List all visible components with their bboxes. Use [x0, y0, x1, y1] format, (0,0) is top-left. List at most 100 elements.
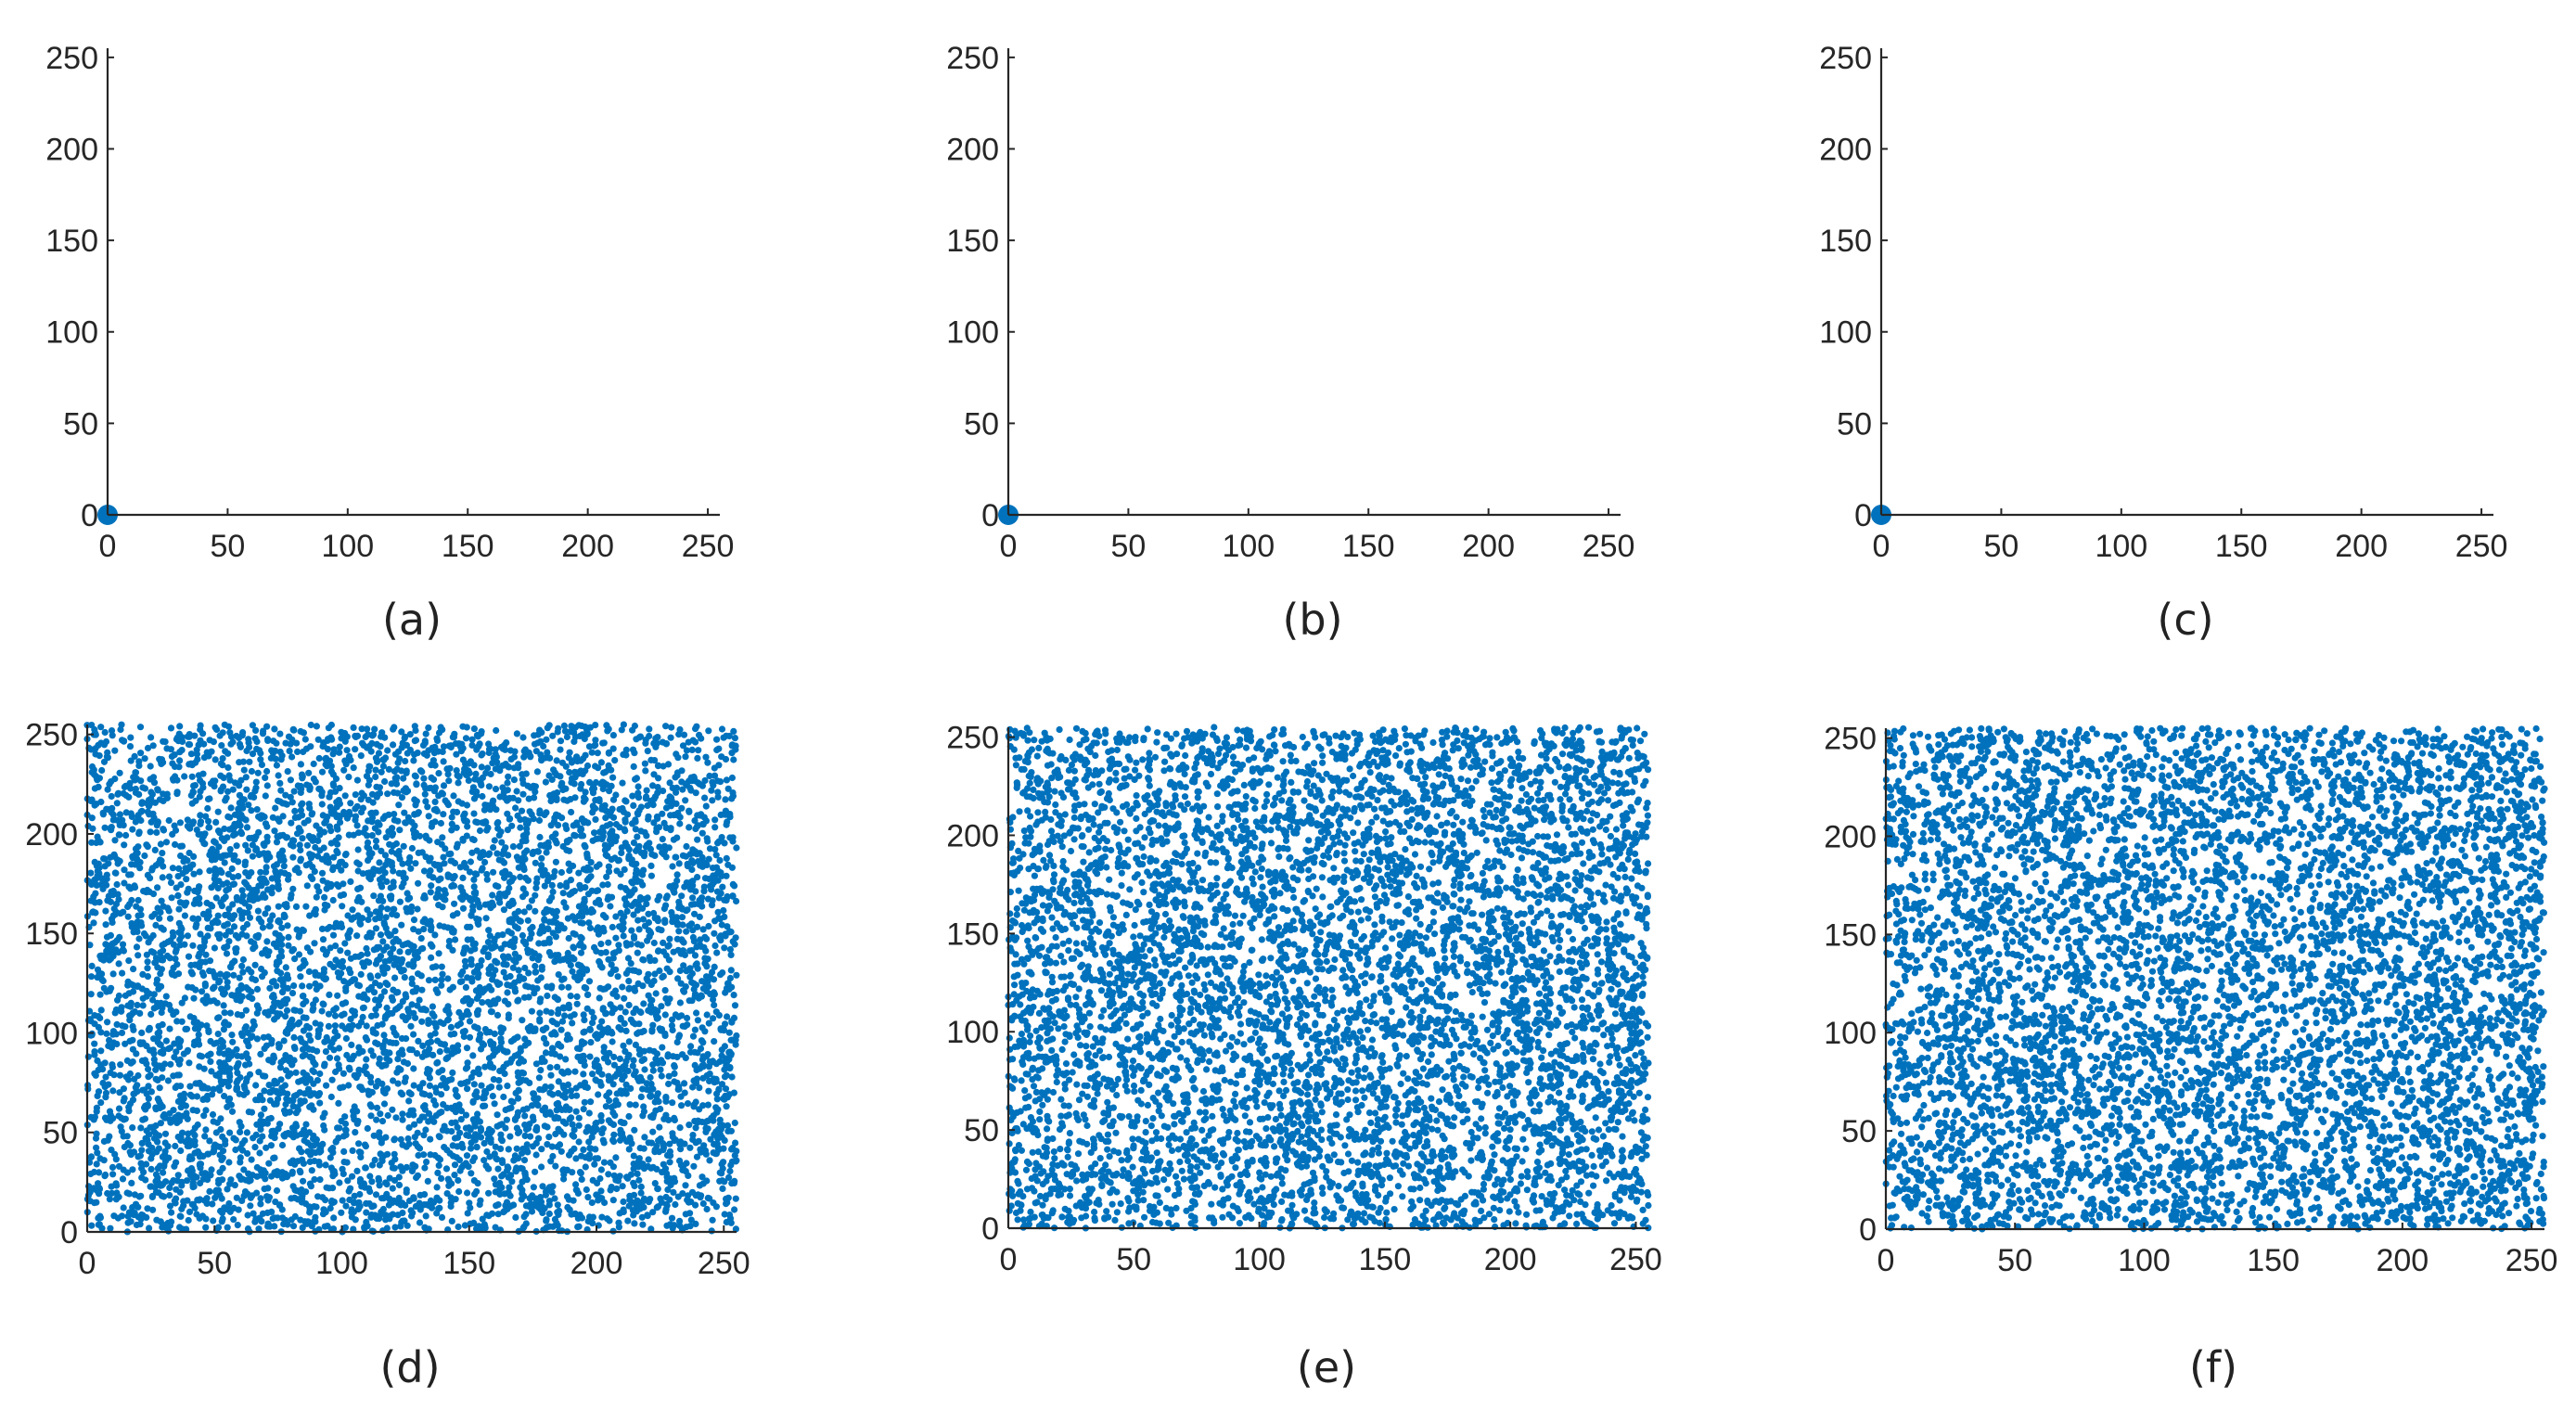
data-point — [448, 1180, 455, 1187]
data-point — [453, 750, 460, 758]
data-point — [398, 921, 405, 929]
data-point — [519, 1017, 526, 1024]
data-point — [402, 1017, 409, 1024]
data-point — [214, 808, 222, 815]
data-point — [575, 1138, 583, 1146]
data-point — [207, 1058, 214, 1065]
data-point — [344, 1177, 352, 1185]
data-point — [508, 1178, 516, 1186]
data-point — [638, 1057, 646, 1065]
data-point — [292, 1069, 300, 1076]
data-point — [464, 974, 471, 981]
data-point — [671, 1063, 678, 1070]
y-tick-label: 100 — [1819, 315, 1872, 351]
data-point — [126, 1070, 134, 1078]
data-point — [451, 1161, 459, 1169]
data-point — [530, 1116, 537, 1124]
data-point — [451, 730, 458, 737]
data-point — [341, 1126, 350, 1134]
data-point — [316, 1176, 324, 1184]
data-point — [147, 875, 154, 882]
data-point — [147, 763, 154, 770]
data-point — [201, 1133, 209, 1140]
data-point — [238, 1032, 246, 1040]
data-point — [383, 1224, 391, 1232]
data-point — [691, 1026, 699, 1033]
data-point — [696, 1084, 703, 1092]
data-point — [327, 1204, 334, 1212]
data-point — [112, 869, 120, 877]
data-point — [301, 1136, 308, 1145]
data-point — [109, 1171, 117, 1178]
data-point — [638, 1213, 646, 1221]
data-point — [224, 1186, 231, 1193]
data-point — [199, 784, 207, 791]
data-point — [532, 968, 540, 976]
data-point — [166, 1191, 173, 1199]
data-point — [471, 940, 479, 948]
data-point — [308, 1102, 315, 1109]
data-point — [103, 1116, 110, 1123]
data-point — [462, 1065, 469, 1072]
data-point — [119, 969, 126, 977]
data-point — [577, 1170, 584, 1177]
data-point — [289, 1223, 298, 1230]
data-point — [347, 878, 354, 886]
data-point — [208, 1068, 215, 1075]
data-point — [92, 890, 99, 897]
data-point — [380, 969, 388, 977]
data-point — [169, 865, 176, 872]
data-point — [645, 1199, 653, 1206]
data-point — [263, 767, 271, 776]
data-point — [110, 1071, 118, 1079]
data-point — [603, 1215, 611, 1223]
data-point — [546, 754, 554, 762]
data-point — [246, 758, 253, 765]
data-point — [675, 928, 683, 935]
data-point — [243, 786, 250, 793]
data-point — [313, 893, 320, 901]
data-point — [122, 992, 129, 999]
data-point — [181, 912, 188, 919]
data-point — [267, 1142, 275, 1149]
data-point — [310, 760, 317, 768]
data-point — [608, 961, 615, 968]
data-point — [692, 1220, 699, 1227]
data-point — [106, 1196, 113, 1203]
data-point — [431, 798, 439, 806]
data-point — [159, 1065, 166, 1072]
data-point — [336, 785, 343, 792]
data-point — [157, 908, 164, 917]
data-point — [568, 808, 575, 816]
data-point — [586, 1213, 594, 1221]
data-point — [595, 1091, 602, 1098]
data-point — [151, 846, 159, 854]
data-point — [666, 779, 673, 787]
data-point — [519, 1069, 526, 1076]
data-point — [125, 1190, 133, 1198]
data-point — [471, 776, 479, 783]
data-point — [587, 873, 595, 880]
data-point — [404, 1007, 413, 1015]
data-point — [626, 1101, 634, 1109]
data-point — [521, 1122, 529, 1129]
data-point — [462, 735, 470, 742]
data-point — [299, 800, 306, 807]
data-point — [635, 1077, 643, 1084]
data-point — [532, 884, 540, 891]
data-point — [681, 1089, 688, 1096]
data-point — [320, 1001, 327, 1008]
data-point — [389, 1185, 396, 1192]
data-point — [624, 955, 633, 962]
data-point — [113, 1182, 121, 1189]
data-point — [188, 762, 196, 769]
data-point — [223, 950, 231, 957]
data-point — [521, 1112, 529, 1120]
data-point — [333, 1055, 341, 1062]
data-point — [186, 849, 193, 857]
data-point — [331, 1022, 339, 1030]
data-point — [609, 745, 617, 752]
data-point — [543, 736, 550, 743]
data-point — [414, 1143, 421, 1150]
